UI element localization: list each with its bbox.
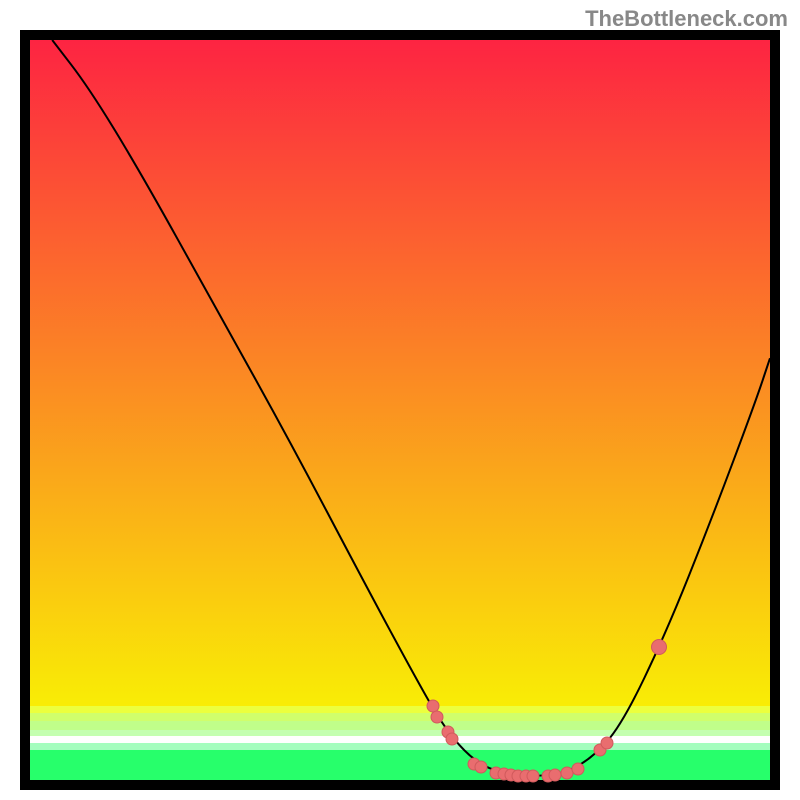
bottleneck-curve (52, 40, 770, 776)
plot-area (30, 40, 770, 780)
curve-layer (30, 40, 770, 780)
data-marker (571, 762, 584, 775)
data-marker (601, 737, 614, 750)
data-marker (475, 761, 488, 774)
data-marker (445, 733, 458, 746)
data-marker (651, 639, 667, 655)
bottleneck-curve-chart (20, 30, 780, 790)
data-marker (431, 711, 444, 724)
data-marker (527, 770, 540, 783)
watermark-text: TheBottleneck.com (585, 6, 788, 32)
